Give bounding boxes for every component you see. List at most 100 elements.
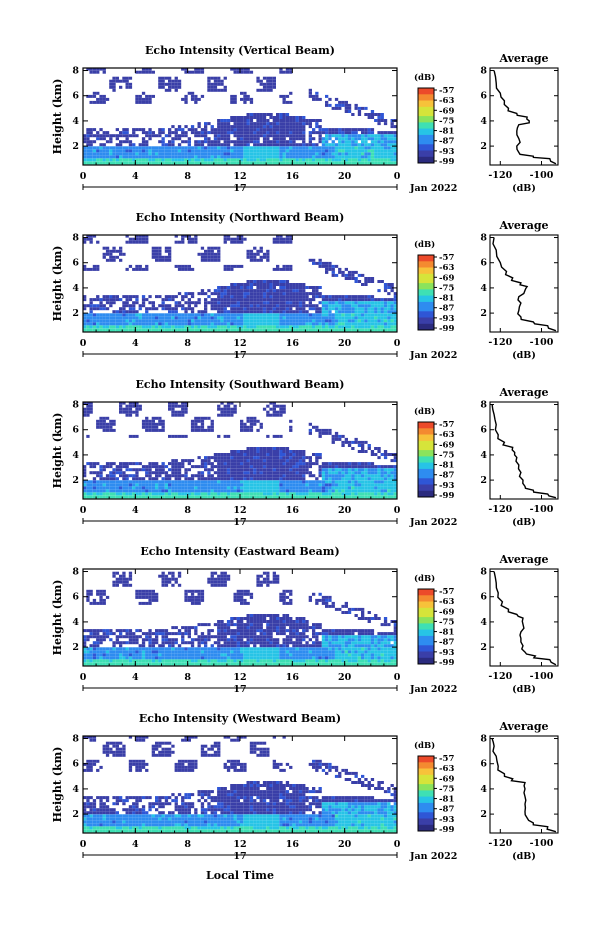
heatmap-cell	[347, 143, 352, 147]
heatmap-cell	[393, 319, 397, 323]
heatmap-cell	[161, 152, 165, 156]
heatmap-cell	[370, 161, 375, 165]
heatmap-cell	[135, 589, 139, 593]
heatmap-cell	[236, 462, 240, 466]
heatmap-cell	[253, 152, 257, 156]
heatmap-cell	[380, 146, 384, 150]
heatmap-cell	[102, 246, 106, 250]
heatmap-cell	[105, 152, 110, 156]
heatmap-cell	[243, 319, 247, 323]
heatmap-cell	[177, 137, 182, 141]
heatmap-cell	[96, 635, 100, 639]
heatmap-cell	[272, 410, 276, 414]
heatmap-cell	[89, 483, 93, 487]
heatmap-cell	[217, 82, 221, 86]
heatmap-cell	[122, 301, 126, 305]
heatmap-cell	[351, 298, 355, 302]
heatmap-cell	[86, 650, 90, 654]
heatmap-cell	[266, 447, 270, 450]
heatmap-cell	[158, 495, 162, 499]
heatmap-cell	[272, 131, 276, 135]
colorbar-tick-label: -93	[439, 481, 454, 491]
colorbar-swatch	[418, 153, 434, 158]
heatmap-cell	[161, 149, 165, 153]
heatmap-cell	[210, 328, 214, 332]
heatmap-cell	[331, 477, 335, 481]
heatmap-cell	[207, 143, 211, 147]
heatmap-cell	[135, 462, 139, 466]
colorbar-unit: (dB)	[414, 72, 435, 83]
heatmap-cell	[347, 301, 352, 305]
heatmap-cell	[177, 468, 182, 472]
heatmap-cell	[233, 301, 237, 305]
heatmap-cell	[122, 149, 126, 153]
heatmap-cell	[105, 486, 110, 490]
heatmap-cell	[253, 116, 257, 119]
heatmap-cell	[305, 456, 309, 460]
heatmap-cell	[125, 653, 129, 657]
heatmap-cell	[220, 119, 224, 122]
heatmap-cell	[197, 477, 201, 481]
heatmap-cell	[92, 462, 97, 466]
heatmap-cell	[96, 316, 100, 320]
heatmap-cell	[210, 255, 214, 259]
heatmap-cell	[96, 161, 100, 165]
heatmap-cell	[289, 307, 293, 311]
colorbar-swatch	[418, 428, 434, 432]
heatmap-cell	[383, 316, 388, 320]
heatmap-cell	[325, 492, 329, 496]
heatmap-cell	[141, 267, 146, 271]
heatmap-cell	[171, 410, 175, 414]
heatmap-cell	[112, 258, 116, 262]
heatmap-cell	[226, 301, 231, 305]
heatmap-cell	[158, 152, 162, 156]
heatmap-cell	[220, 465, 224, 469]
heatmap-cell	[256, 316, 260, 320]
heatmap-cell	[370, 483, 375, 487]
heatmap-cell	[390, 328, 394, 332]
heatmap-cell	[292, 450, 296, 453]
heatmap-cell	[96, 298, 100, 302]
heatmap-cell	[210, 128, 214, 132]
heatmap-cell	[119, 313, 123, 317]
heatmap-cell	[151, 328, 155, 332]
profile-x-tick-label: -100	[530, 337, 554, 348]
heatmap-cell	[321, 486, 326, 490]
heatmap-cell	[122, 155, 126, 159]
heatmap-cell	[204, 480, 208, 484]
heatmap-cell	[272, 116, 276, 119]
heatmap-cell	[122, 492, 126, 496]
heatmap-cell	[230, 283, 234, 286]
heatmap-cell	[230, 465, 234, 469]
heatmap-cell	[125, 629, 129, 633]
heatmap-cell	[181, 465, 185, 469]
heatmap-cell	[282, 492, 286, 496]
heatmap-cell	[308, 119, 312, 122]
heatmap-cell	[367, 161, 371, 165]
heatmap-cell	[89, 322, 93, 326]
heatmap-cell	[112, 580, 116, 584]
heatmap-cell	[230, 94, 234, 98]
heatmap-cell	[207, 471, 211, 475]
heatmap-cell	[246, 307, 250, 311]
heatmap-cell	[151, 161, 155, 165]
heatmap-cell	[262, 453, 267, 456]
heatmap-cell	[246, 94, 250, 98]
heatmap-cell	[96, 592, 100, 596]
heatmap-cell	[370, 149, 375, 153]
panel-2: Echo Intensity (Southward Beam)2468Heigh…	[51, 378, 559, 528]
heatmap-cell	[226, 143, 231, 147]
heatmap-cell	[125, 656, 129, 660]
heatmap-cell	[125, 131, 129, 135]
heatmap-cell	[253, 486, 257, 490]
heatmap-cell	[344, 462, 348, 466]
heatmap-cell	[276, 319, 280, 323]
heatmap-cell	[217, 404, 221, 408]
heatmap-cell	[321, 146, 326, 150]
heatmap-cell	[233, 407, 237, 411]
heatmap-cell	[354, 474, 358, 478]
heatmap-cell	[158, 419, 162, 423]
heatmap-cell	[197, 146, 201, 150]
heatmap-cell	[213, 292, 218, 296]
heatmap-cell	[226, 237, 231, 241]
